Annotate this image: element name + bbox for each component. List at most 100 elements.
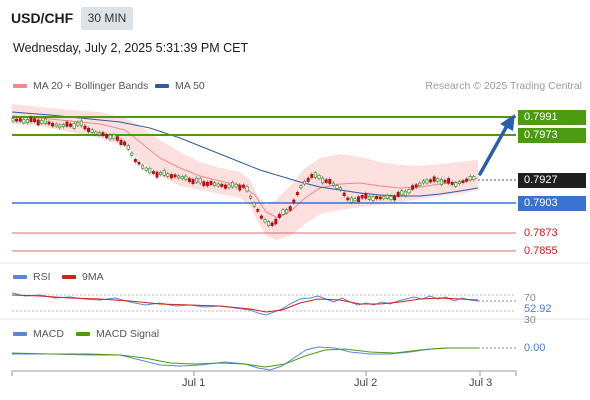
macd-value: 0.00	[524, 342, 546, 354]
candle-body	[159, 172, 163, 175]
candle-body	[367, 196, 371, 200]
resistance-1-tag[interactable]: 0.7973	[518, 128, 586, 143]
rsi-9ma-swatch	[62, 275, 76, 279]
candle-body	[241, 184, 245, 188]
ma20-swatch	[13, 84, 27, 88]
candle-body	[29, 116, 33, 122]
legend-ma20-label: MA 20 + Bollinger Bands	[33, 80, 149, 92]
candle-body	[231, 182, 235, 188]
candle-body	[403, 190, 407, 196]
candle-body	[360, 195, 364, 199]
candle-body	[101, 132, 105, 136]
timeframe-button[interactable]: 30 MIN	[81, 7, 133, 30]
candle-body	[65, 121, 69, 127]
candle-body	[40, 120, 44, 124]
candle-body	[468, 176, 472, 181]
candle-body	[173, 174, 177, 178]
candle-body	[328, 178, 332, 184]
candle-body	[162, 170, 166, 176]
candle-body	[61, 124, 65, 127]
candle-body	[234, 183, 238, 188]
candle-body	[425, 179, 429, 184]
macd-swatch	[13, 332, 27, 336]
rsi-scale: 70 52.92 30	[524, 293, 552, 326]
candle-body	[281, 209, 285, 215]
candle-body	[400, 190, 404, 196]
candle-body	[288, 206, 292, 211]
candle-body	[180, 176, 184, 180]
candle-body	[432, 176, 436, 182]
candle-body	[371, 196, 375, 201]
rsi-level-70-label: 70	[524, 292, 536, 304]
candle-body	[209, 181, 213, 186]
ma50-line	[11, 111, 479, 197]
candle-body	[169, 174, 173, 179]
candle-body	[259, 215, 263, 219]
candle-body	[385, 195, 389, 199]
legend-rsi-9ma-label: 9MA	[82, 271, 104, 283]
legend-macd-signal-label: MACD Signal	[96, 328, 160, 340]
candle-body	[349, 197, 353, 203]
candle-body	[407, 189, 411, 194]
macd-signal-swatch	[76, 332, 90, 336]
candle-body	[220, 183, 224, 187]
resistance-2-tag[interactable]: 0.7991	[518, 110, 586, 125]
candle-body	[346, 197, 350, 201]
candle-body	[195, 177, 199, 183]
legend-ma50-label: MA 50	[175, 80, 205, 92]
candle-body	[148, 167, 152, 174]
candle-body	[141, 164, 145, 169]
x-label-jul3: Jul 3	[469, 377, 493, 389]
candle-body	[249, 195, 253, 199]
candle-body	[447, 178, 451, 184]
candle-body	[382, 196, 386, 200]
candle-body	[245, 186, 249, 192]
candle-body	[205, 181, 209, 187]
candle-body	[414, 184, 418, 188]
candle-body	[22, 119, 26, 124]
candle-body	[137, 161, 141, 165]
candle-body	[252, 202, 256, 207]
candle-body	[69, 123, 73, 127]
candle-body	[339, 187, 343, 191]
candle-body	[270, 222, 274, 226]
candle-body	[331, 182, 335, 186]
symbol-title: USD/CHF	[11, 10, 74, 26]
candle-body	[299, 185, 303, 189]
candle-body	[238, 184, 242, 191]
candle-body	[198, 178, 202, 184]
candle-body	[389, 195, 393, 200]
candle-body	[321, 177, 325, 184]
support-1-tag[interactable]: 0.7873	[524, 227, 558, 239]
candle-body	[151, 171, 155, 174]
candle-body	[267, 221, 271, 226]
legend-macd-signal: MACD Signal	[76, 328, 159, 340]
candle-body	[335, 185, 339, 189]
candle-body	[277, 213, 281, 218]
candle-body	[36, 119, 40, 126]
candle-body	[79, 120, 83, 127]
candle-body	[292, 199, 296, 204]
support-2-tag[interactable]: 0.7855	[524, 245, 558, 257]
candle-body	[429, 179, 433, 183]
candle-body	[72, 123, 76, 129]
candle-body	[213, 182, 217, 186]
candle-body	[396, 191, 400, 197]
candle-body	[216, 183, 220, 187]
legend-rsi-label: RSI	[33, 271, 51, 283]
candle-body	[126, 145, 130, 150]
ma50-swatch	[155, 84, 169, 88]
chart-header: USD/CHF 30 MIN Wednesday, July 2, 2025 5…	[0, 0, 590, 64]
candle-body	[112, 134, 116, 140]
candle-body	[90, 129, 94, 133]
x-label-jul2: Jul 2	[354, 377, 378, 389]
pivot-tag[interactable]: 0.7903	[518, 196, 586, 211]
candle-body	[443, 179, 447, 183]
legend-ma20: MA 20 + Bollinger Bands	[13, 80, 148, 92]
candle-body	[461, 180, 465, 183]
candle-body	[223, 184, 227, 189]
candle-body	[155, 171, 159, 178]
candle-body	[295, 192, 299, 196]
candle-body	[54, 123, 58, 127]
